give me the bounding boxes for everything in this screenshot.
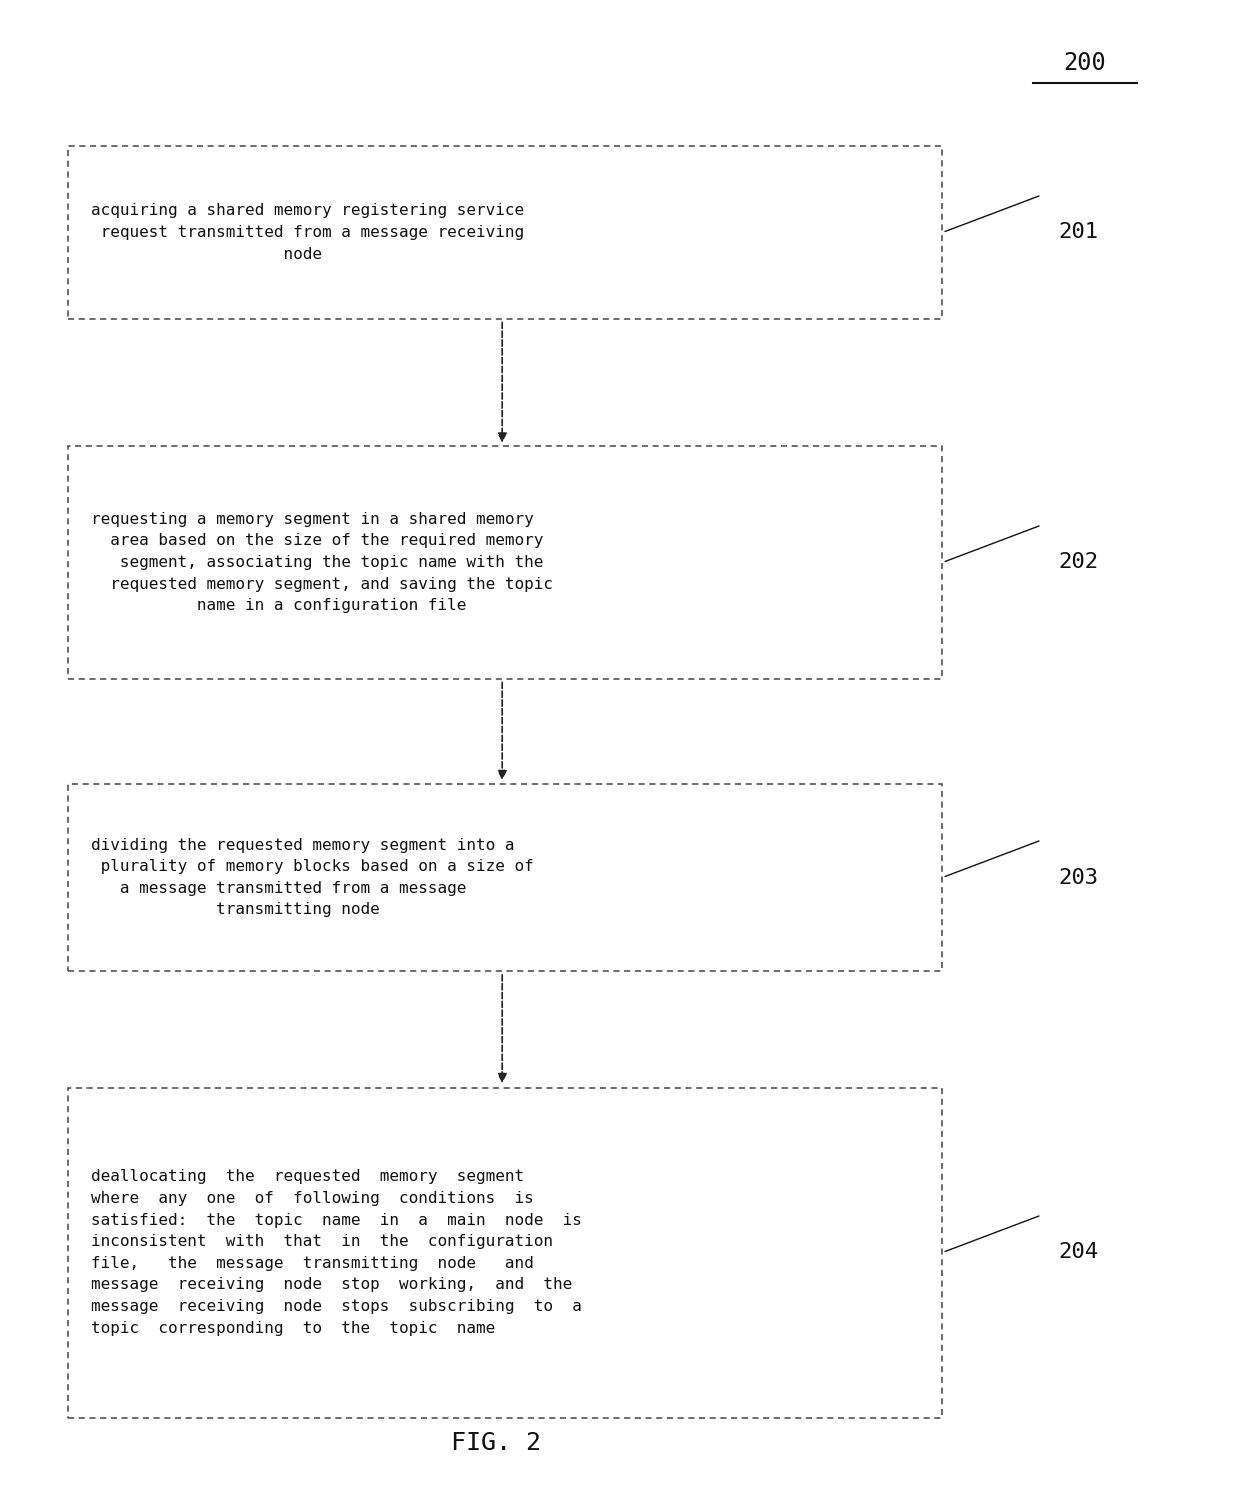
Text: deallocating  the  requested  memory  segment
where  any  one  of  following  co: deallocating the requested memory segmen… <box>91 1170 582 1335</box>
Text: 201: 201 <box>1059 222 1099 243</box>
Text: dividing the requested memory segment into a
 plurality of memory blocks based o: dividing the requested memory segment in… <box>91 837 533 918</box>
Text: 203: 203 <box>1059 867 1099 888</box>
Text: 202: 202 <box>1059 552 1099 573</box>
Text: requesting a memory segment in a shared memory
  area based on the size of the r: requesting a memory segment in a shared … <box>91 512 553 614</box>
Text: acquiring a shared memory registering service
 request transmitted from a messag: acquiring a shared memory registering se… <box>91 204 523 261</box>
Text: FIG. 2: FIG. 2 <box>451 1431 541 1455</box>
FancyBboxPatch shape <box>68 147 942 320</box>
FancyBboxPatch shape <box>68 447 942 678</box>
Text: 204: 204 <box>1059 1242 1099 1263</box>
Text: 200: 200 <box>1064 51 1106 75</box>
FancyBboxPatch shape <box>68 1088 942 1418</box>
FancyBboxPatch shape <box>68 783 942 972</box>
